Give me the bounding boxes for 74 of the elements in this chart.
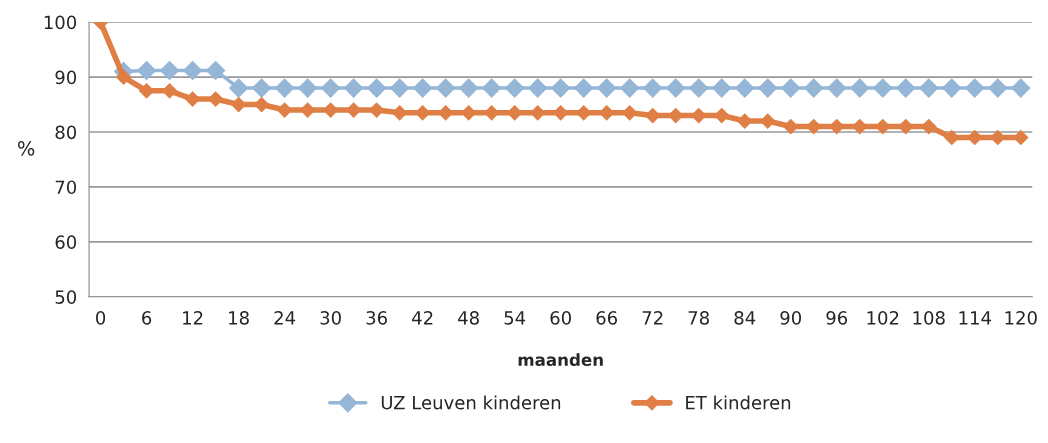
legend-label: UZ Leuven kinderen — [381, 395, 561, 410]
x-tick-label: 66 — [596, 311, 618, 325]
point — [435, 78, 456, 98]
point — [711, 78, 732, 98]
x-tick-label: 54 — [504, 311, 526, 325]
x-tick-label: 6 — [142, 311, 152, 325]
point — [276, 102, 293, 118]
x-tick-label: 90 — [780, 311, 802, 325]
point — [1010, 78, 1031, 98]
y-tick-label: 50 — [55, 290, 77, 304]
point — [941, 78, 962, 98]
x-tick-label: 18 — [229, 311, 249, 325]
x-tick-label: 60 — [550, 311, 571, 325]
point — [458, 78, 479, 98]
point — [596, 78, 617, 98]
point — [550, 78, 571, 98]
y-tick-label: 80 — [55, 125, 77, 140]
x-tick-label: 30 — [320, 311, 341, 325]
point — [895, 78, 916, 98]
point — [228, 78, 249, 98]
point — [757, 78, 778, 98]
point — [412, 78, 433, 98]
x-tick-label: 102 — [867, 311, 899, 325]
point — [688, 78, 709, 98]
point — [366, 78, 387, 98]
x-tick-label: 120 — [1005, 311, 1037, 325]
point — [182, 60, 203, 81]
y-tick-label: 70 — [55, 180, 77, 195]
point — [780, 78, 801, 98]
point — [803, 78, 824, 98]
point — [826, 78, 847, 98]
point — [136, 60, 157, 81]
x-tick-label: 84 — [734, 311, 756, 325]
x-tick-label: 108 — [913, 311, 945, 325]
y-tick-label: 60 — [55, 235, 77, 249]
x-tick-label: 96 — [826, 311, 848, 325]
point — [619, 78, 640, 98]
x-tick-label: 12 — [183, 311, 203, 325]
x-tick-label: 78 — [688, 311, 709, 325]
point — [115, 69, 132, 85]
x-axis-title: maanden — [518, 353, 603, 367]
point — [343, 78, 364, 98]
point — [918, 78, 939, 98]
point — [205, 60, 226, 81]
x-tick-label: 42 — [412, 311, 433, 325]
point — [573, 78, 594, 98]
point — [964, 78, 985, 98]
y-axis-title: % — [17, 141, 35, 156]
point — [665, 78, 686, 98]
x-tick-label: 72 — [642, 311, 663, 325]
point — [320, 78, 341, 98]
x-tick-label: 114 — [959, 311, 991, 325]
point — [987, 78, 1008, 98]
point — [527, 78, 548, 98]
point — [736, 113, 753, 129]
point — [251, 78, 272, 98]
y-tick-label: 90 — [55, 70, 77, 85]
point — [481, 78, 502, 98]
point — [389, 78, 410, 98]
point — [159, 60, 180, 81]
y-tick-label: 100 — [44, 15, 77, 30]
x-tick-label: 48 — [458, 311, 479, 325]
point — [184, 91, 201, 107]
x-tick-label: 0 — [96, 311, 106, 325]
x-tick-label: 24 — [274, 311, 296, 325]
legend-label: ET kinderen — [686, 395, 791, 410]
x-tick-label: 36 — [366, 311, 387, 325]
point — [849, 78, 870, 98]
point — [274, 78, 295, 98]
point — [872, 78, 893, 98]
point — [734, 78, 755, 98]
point — [297, 78, 318, 98]
point — [504, 78, 525, 98]
point — [642, 78, 663, 98]
